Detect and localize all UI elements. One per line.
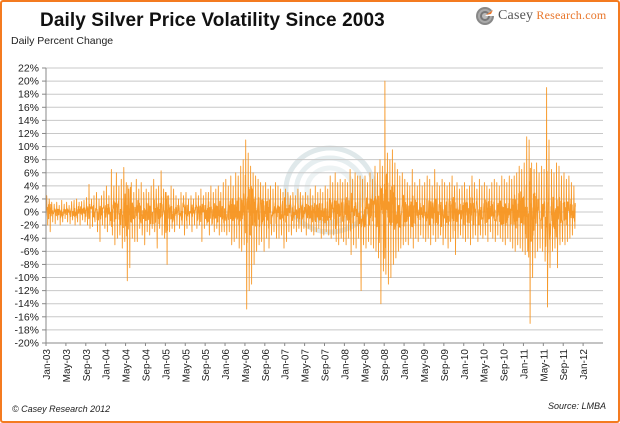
y-tick-label: -4% [20, 233, 39, 245]
y-tick-label: 22% [18, 63, 39, 75]
x-tick-label: Sep-05 [201, 349, 212, 382]
chart-title: Daily Silver Price Volatility Since 2003 [40, 10, 385, 31]
y-tick-label: 14% [18, 115, 39, 127]
x-tick-label: May-09 [420, 349, 431, 383]
copyright-note: © Casey Research 2012 [12, 404, 111, 414]
y-axis-ticks: 22%20%18%16%14%12%10%8%6%4%2% 0%-2%-4%-6%… [14, 63, 46, 350]
y-tick-label: -6% [20, 246, 39, 258]
x-tick-label: Jan-04 [102, 349, 113, 380]
y-tick-label: 20% [18, 76, 39, 88]
watermark-ring [293, 155, 367, 225]
y-tick-label: -20% [14, 338, 39, 350]
x-tick-label: May-04 [122, 349, 133, 383]
x-tick-label: Sep-03 [82, 349, 93, 382]
x-tick-label: Jan-08 [340, 349, 351, 380]
x-tick-label: May-10 [480, 349, 491, 383]
brand-logo: Casey Research.com [475, 6, 606, 26]
x-tick-label: Jan-09 [400, 349, 411, 380]
series-line [45, 80, 576, 324]
x-tick-label: Sep-08 [380, 349, 391, 382]
y-tick-label: -12% [14, 285, 39, 297]
y-tick-label: -16% [14, 311, 39, 323]
y-tick-label: -2% [20, 220, 39, 232]
y-tick-label: 8% [24, 154, 39, 166]
series-daily-percent-change [45, 80, 576, 324]
x-tick-label: Jan-06 [221, 349, 232, 380]
y-tick-label: 18% [18, 89, 39, 101]
y-tick-label: 2% [24, 193, 39, 205]
y-tick-label: 0% [24, 207, 39, 219]
x-tick-label: Sep-11 [559, 349, 570, 381]
x-tick-label: May-05 [181, 349, 192, 383]
casey-logo-icon [476, 7, 495, 25]
y-tick-label: -8% [20, 259, 39, 271]
y-tick-label: 10% [18, 141, 39, 153]
x-tick-label: May-03 [62, 349, 73, 383]
x-tick-label: Sep-09 [440, 349, 451, 382]
axes [45, 68, 603, 344]
x-tick-label: Jan-03 [42, 349, 53, 380]
x-tick-label: Sep-10 [500, 349, 511, 382]
y-tick-label: -10% [14, 272, 39, 284]
brand-suffix: Research.com [536, 8, 607, 22]
x-tick-label: May-08 [360, 349, 371, 383]
y-tick-label: 16% [18, 102, 39, 114]
y-tick-label: 12% [18, 128, 39, 140]
y-tick-label: -14% [14, 298, 39, 310]
y-tick-label: -18% [14, 324, 39, 336]
y-tick-label: 4% [24, 180, 39, 192]
brand-prefix: Casey [498, 8, 534, 23]
x-tick-label: Sep-06 [261, 349, 272, 382]
source-note: Source: LMBA [547, 401, 606, 411]
x-tick-label: Jan-10 [460, 349, 471, 380]
y-axis-label: Daily Percent Change [11, 35, 114, 47]
x-tick-label: Jan-05 [161, 349, 172, 380]
x-tick-label: May-07 [301, 349, 312, 383]
x-tick-label: Sep-04 [141, 349, 152, 382]
x-tick-label: Jan-07 [281, 349, 292, 380]
brand-name: Casey Research.com [498, 8, 606, 24]
x-tick-label: Sep-07 [321, 349, 332, 382]
x-tick-label: Jan-12 [579, 349, 590, 380]
x-axis-ticks: Jan-03 May-03 Sep-03 Jan-04 May-04 Sep-04 Jan-… [42, 343, 590, 382]
x-tick-label: Jan-11 [519, 349, 530, 379]
x-tick-label: May-11 [539, 349, 550, 382]
y-tick-label: 6% [24, 167, 39, 179]
x-tick-label: May-06 [241, 349, 252, 383]
